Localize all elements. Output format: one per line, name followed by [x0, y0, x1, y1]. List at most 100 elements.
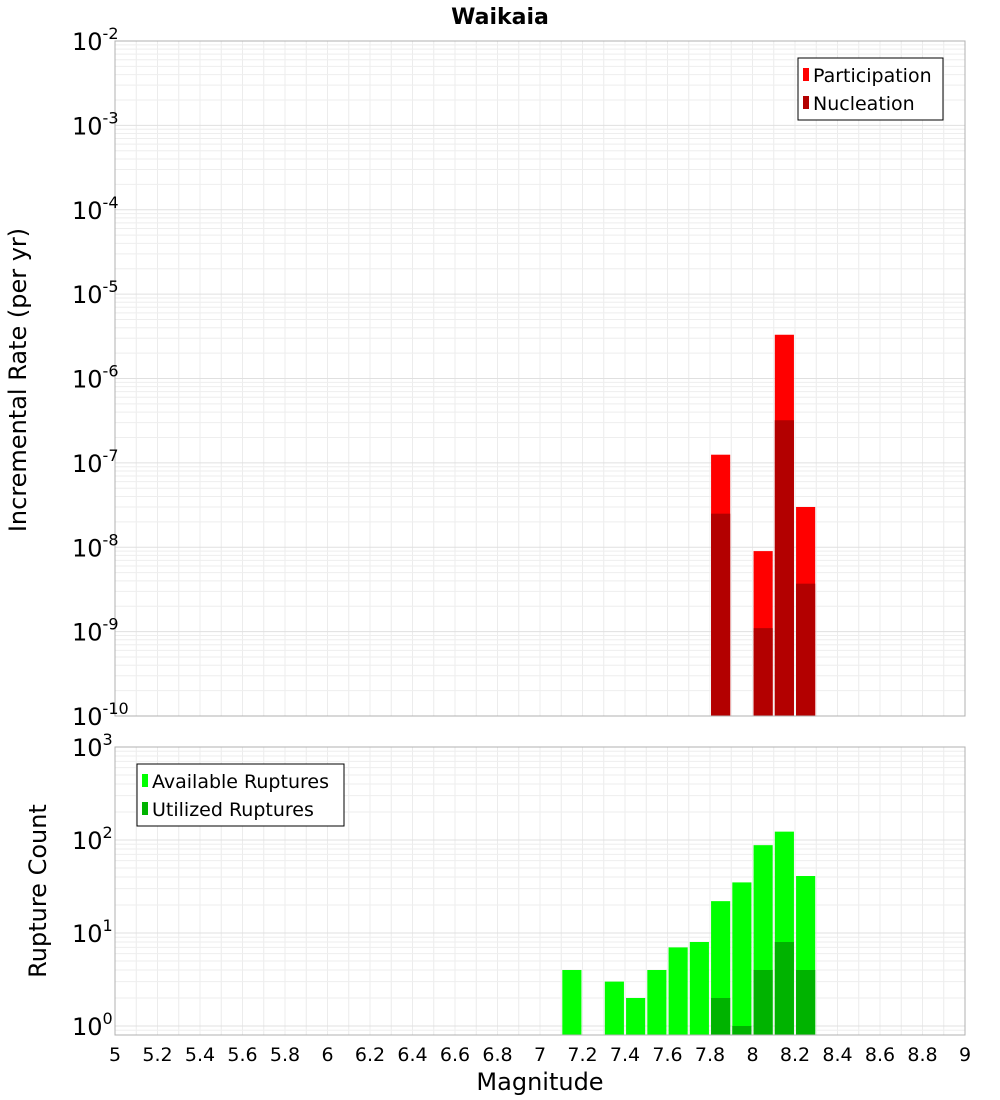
bar [774, 420, 794, 716]
bar [732, 882, 752, 1035]
bar [796, 969, 816, 1035]
bar [604, 981, 624, 1035]
y-tick-base: 10 [72, 366, 103, 394]
y-tick-label: 10-5 [72, 277, 119, 309]
gridlines [114, 41, 966, 717]
x-tick-label: 7.2 [567, 1044, 597, 1066]
y-tick-exponent: 2 [103, 823, 113, 842]
y-tick-label: 10-6 [72, 362, 119, 394]
x-tick-label: 5.2 [142, 1044, 172, 1066]
legend-label: Available Ruptures [152, 771, 329, 793]
bar [711, 513, 731, 716]
legend-swatch [142, 774, 148, 787]
y-tick-label: 103 [72, 730, 113, 762]
x-tick-label: 5 [109, 1044, 121, 1066]
y-tick-label: 102 [72, 823, 113, 855]
y-tick-exponent: 0 [103, 1009, 113, 1028]
x-tick-label: 9 [959, 1044, 971, 1066]
y-tick-base: 10 [72, 28, 103, 56]
bar [753, 628, 773, 716]
bar [647, 969, 667, 1035]
y-tick-base: 10 [72, 619, 103, 647]
legend-label: Nucleation [813, 93, 915, 115]
bar [711, 997, 731, 1035]
x-tick-label: 8.2 [780, 1044, 810, 1066]
x-tick-label: 6.8 [482, 1044, 512, 1066]
y-tick-exponent: -2 [103, 24, 119, 43]
y-tick-base: 10 [72, 281, 103, 309]
y-tick-label: 10-7 [72, 446, 119, 478]
legend-box [797, 57, 944, 121]
y-tick-label: 10-3 [72, 108, 119, 140]
x-tick-label: 6 [321, 1044, 333, 1066]
y-tick-label: 10-2 [72, 24, 119, 56]
bar [796, 583, 816, 716]
y-tick-exponent: -6 [103, 362, 119, 381]
legend: Participation Nucleation [797, 57, 944, 121]
y-tick-label: 100 [72, 1009, 113, 1041]
legend-swatch [142, 802, 148, 815]
bar [732, 1025, 752, 1035]
bar [774, 942, 794, 1035]
chart-title: Waikaia [451, 5, 549, 30]
y-tick-label: 101 [72, 916, 113, 948]
y-tick-exponent: 1 [103, 916, 113, 935]
y-tick-exponent: -7 [103, 446, 119, 465]
y-tick-exponent: -4 [103, 193, 119, 212]
x-tick-label: 8 [746, 1044, 758, 1066]
x-tick-label: 5.8 [270, 1044, 300, 1066]
y-tick-exponent: -8 [103, 530, 119, 549]
legend-swatch [803, 96, 809, 109]
legend-label: Utilized Ruptures [152, 799, 314, 821]
y-tick-label: 10-8 [72, 530, 119, 562]
y-tick-base: 10 [72, 827, 103, 855]
y-tick-label: 10-4 [72, 193, 119, 225]
y-tick-label: 10-9 [72, 615, 119, 647]
y-tick-base: 10 [72, 450, 103, 478]
x-tick-label: 8.4 [822, 1044, 852, 1066]
series-nucleation [711, 420, 816, 716]
legend-box [136, 763, 345, 827]
y-tick-base: 10 [72, 534, 103, 562]
y-tick-base: 10 [72, 1013, 103, 1041]
y-tick-base: 10 [72, 112, 103, 140]
bar [689, 942, 709, 1035]
x-tick-label: 8.6 [865, 1044, 895, 1066]
y-tick-exponent: 3 [103, 730, 113, 749]
y-tick-exponent: -5 [103, 277, 119, 296]
x-tick-label: 8.8 [907, 1044, 937, 1066]
bar [626, 997, 646, 1035]
x-tick-label: 7 [534, 1044, 546, 1066]
bottom-y-axis-label: Rupture Count [24, 804, 52, 978]
y-tick-base: 10 [72, 197, 103, 225]
legend-label: Participation [813, 65, 932, 87]
bar [753, 969, 773, 1035]
x-tick-label: 7.4 [610, 1044, 640, 1066]
plot-border [114, 40, 966, 717]
legend: Available Ruptures Utilized Ruptures [136, 763, 345, 827]
x-tick-label: 7.8 [695, 1044, 725, 1066]
x-tick-label: 6.2 [355, 1044, 385, 1066]
x-tick-label: 6.4 [397, 1044, 427, 1066]
x-tick-label: 5.6 [227, 1044, 257, 1066]
y-tick-exponent: -10 [103, 699, 129, 718]
series-utilized-ruptures [711, 942, 816, 1035]
y-tick-label: 10-10 [72, 699, 129, 731]
incremental-rate-panel: 10-1010-910-810-710-610-510-410-310-2Par… [72, 24, 966, 731]
y-tick-exponent: -9 [103, 615, 119, 634]
bar [562, 969, 582, 1035]
legend-swatch [803, 68, 809, 81]
y-tick-base: 10 [72, 920, 103, 948]
y-tick-base: 10 [72, 734, 103, 762]
top-y-axis-label: Incremental Rate (per yr) [4, 228, 32, 532]
x-tick-label: 6.6 [440, 1044, 470, 1066]
plot-border [114, 746, 966, 1036]
y-tick-exponent: -3 [103, 108, 119, 127]
x-tick-label: 7.6 [652, 1044, 682, 1066]
y-tick-base: 10 [72, 703, 103, 731]
x-tick-label: 5.4 [185, 1044, 215, 1066]
x-axis-label: Magnitude [476, 1068, 603, 1096]
bar [668, 947, 688, 1035]
